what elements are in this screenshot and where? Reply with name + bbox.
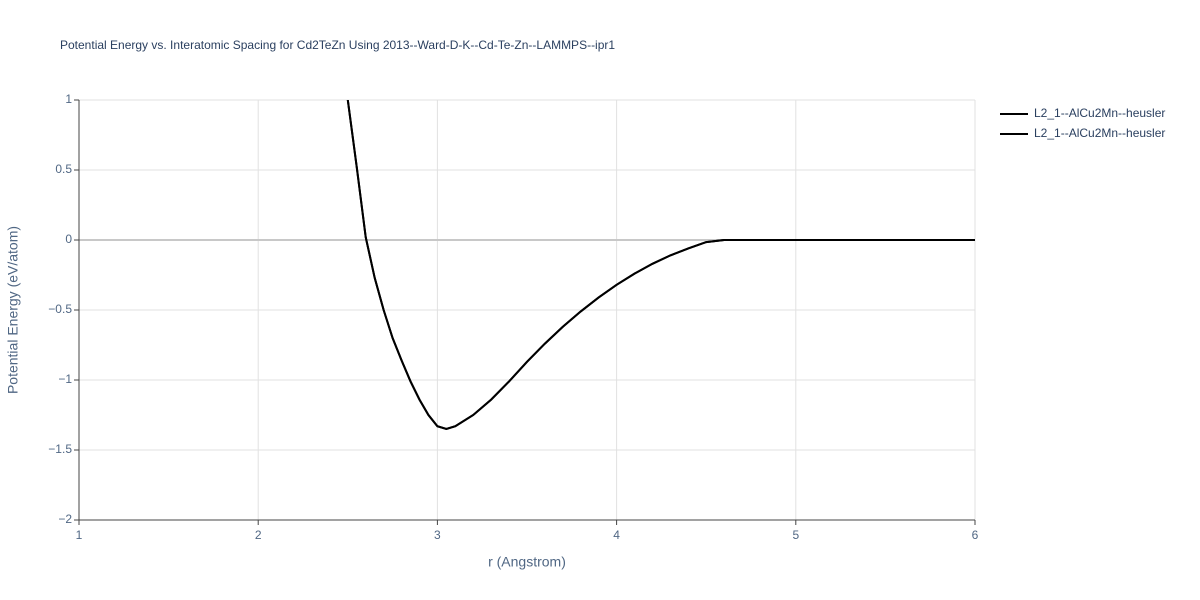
legend-label: L2_1--AlCu2Mn--heusler xyxy=(1034,126,1165,140)
y-tick-label: 0.5 xyxy=(55,162,72,176)
x-tick-label: 5 xyxy=(792,528,799,542)
legend-label: L2_1--AlCu2Mn--heusler xyxy=(1034,106,1165,120)
y-tick-label: −1 xyxy=(58,372,72,386)
y-tick-label: −1.5 xyxy=(48,442,72,456)
y-axis-title: Potential Energy (eV/atom) xyxy=(5,226,21,394)
y-tick-label: −0.5 xyxy=(48,302,72,316)
chart-title: Potential Energy vs. Interatomic Spacing… xyxy=(60,38,615,52)
x-tick-label: 4 xyxy=(613,528,620,542)
x-tick-label: 2 xyxy=(255,528,262,542)
x-tick-label: 1 xyxy=(76,528,83,542)
y-tick-label: 1 xyxy=(65,92,72,106)
x-axis-title: r (Angstrom) xyxy=(488,554,566,570)
y-tick-label: 0 xyxy=(65,232,72,246)
y-tick-label: −2 xyxy=(58,512,72,526)
x-tick-label: 3 xyxy=(434,528,441,542)
line-series xyxy=(346,100,975,431)
x-tick-label: 6 xyxy=(972,528,979,542)
